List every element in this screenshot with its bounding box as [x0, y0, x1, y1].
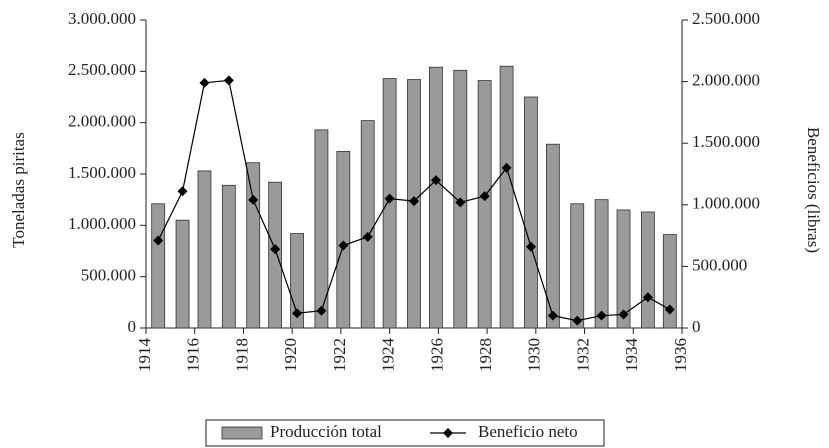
y2-tick-label: 500.000 [692, 255, 747, 274]
marker [316, 305, 327, 316]
x-tick-label: 1922 [330, 338, 349, 372]
y-tick-label: 1.000.000 [68, 214, 136, 233]
x-tick-label: 1918 [232, 338, 251, 372]
bar [197, 170, 212, 329]
bar [477, 80, 492, 329]
marker [501, 162, 512, 173]
marker [596, 310, 607, 321]
marker [664, 304, 675, 315]
bar [429, 66, 443, 329]
bar [616, 209, 631, 329]
bar [336, 151, 351, 329]
marker [270, 244, 281, 255]
x-tick-label: 1928 [476, 338, 495, 372]
x-tick-label: 1936 [671, 338, 690, 372]
marker [223, 75, 234, 86]
marker [362, 231, 373, 242]
y-tick-label: 2.000.000 [68, 112, 136, 131]
marker [547, 310, 558, 321]
bar [314, 129, 329, 329]
marker [384, 193, 395, 204]
bar [360, 120, 375, 329]
x-tick-label: 1916 [184, 338, 203, 372]
bar [640, 211, 655, 329]
legend-label: Beneficio neto [478, 422, 578, 441]
y2-tick-label: 0 [692, 317, 701, 336]
y-axis-label: Toneladas piritas [9, 132, 28, 247]
marker [292, 308, 303, 319]
marker [338, 240, 349, 251]
bar [662, 234, 677, 329]
marker [525, 241, 536, 252]
marker [430, 175, 441, 186]
marker [153, 235, 164, 246]
bar [570, 203, 585, 329]
y2-tick-label: 1.000.000 [692, 194, 760, 213]
bar [524, 96, 538, 329]
y-tick-label: 1.500.000 [68, 163, 136, 182]
bar [151, 203, 166, 329]
legend-swatch [221, 426, 263, 440]
y2-axis-label: Beneficios (libras) [804, 127, 823, 253]
x-tick-label: 1920 [281, 338, 300, 372]
bar [268, 181, 283, 329]
marker [409, 196, 419, 207]
marker [572, 315, 583, 326]
y-tick-label: 500.000 [81, 266, 136, 285]
marker [642, 292, 653, 303]
x-tick-label: 1924 [379, 338, 398, 373]
legend-marker [443, 428, 453, 438]
y-tick-label: 0 [128, 317, 137, 336]
y2-tick-label: 2.000.000 [692, 71, 760, 90]
marker [177, 186, 188, 197]
bar [246, 162, 261, 329]
y-tick-label: 3.000.000 [68, 9, 136, 28]
legend-label: Producción total [270, 422, 382, 441]
marker [199, 77, 210, 88]
x-tick-label: 1926 [427, 338, 446, 372]
marker [618, 309, 629, 320]
x-tick-label: 1914 [135, 338, 154, 373]
bar [594, 199, 609, 329]
y2-tick-label: 2.500.000 [692, 9, 760, 28]
bar [499, 65, 514, 329]
marker [479, 191, 490, 202]
bar [221, 184, 236, 329]
legend-box [205, 419, 605, 447]
x-tick-label: 1932 [573, 338, 592, 372]
marker [455, 197, 466, 208]
x-tick-label: 1930 [525, 338, 544, 372]
x-tick-label: 1934 [622, 338, 641, 373]
bar [545, 143, 560, 329]
y2-tick-label: 1.500.000 [692, 132, 760, 151]
marker [248, 194, 259, 205]
bar [175, 219, 190, 329]
y-tick-label: 2.500.000 [68, 60, 136, 79]
